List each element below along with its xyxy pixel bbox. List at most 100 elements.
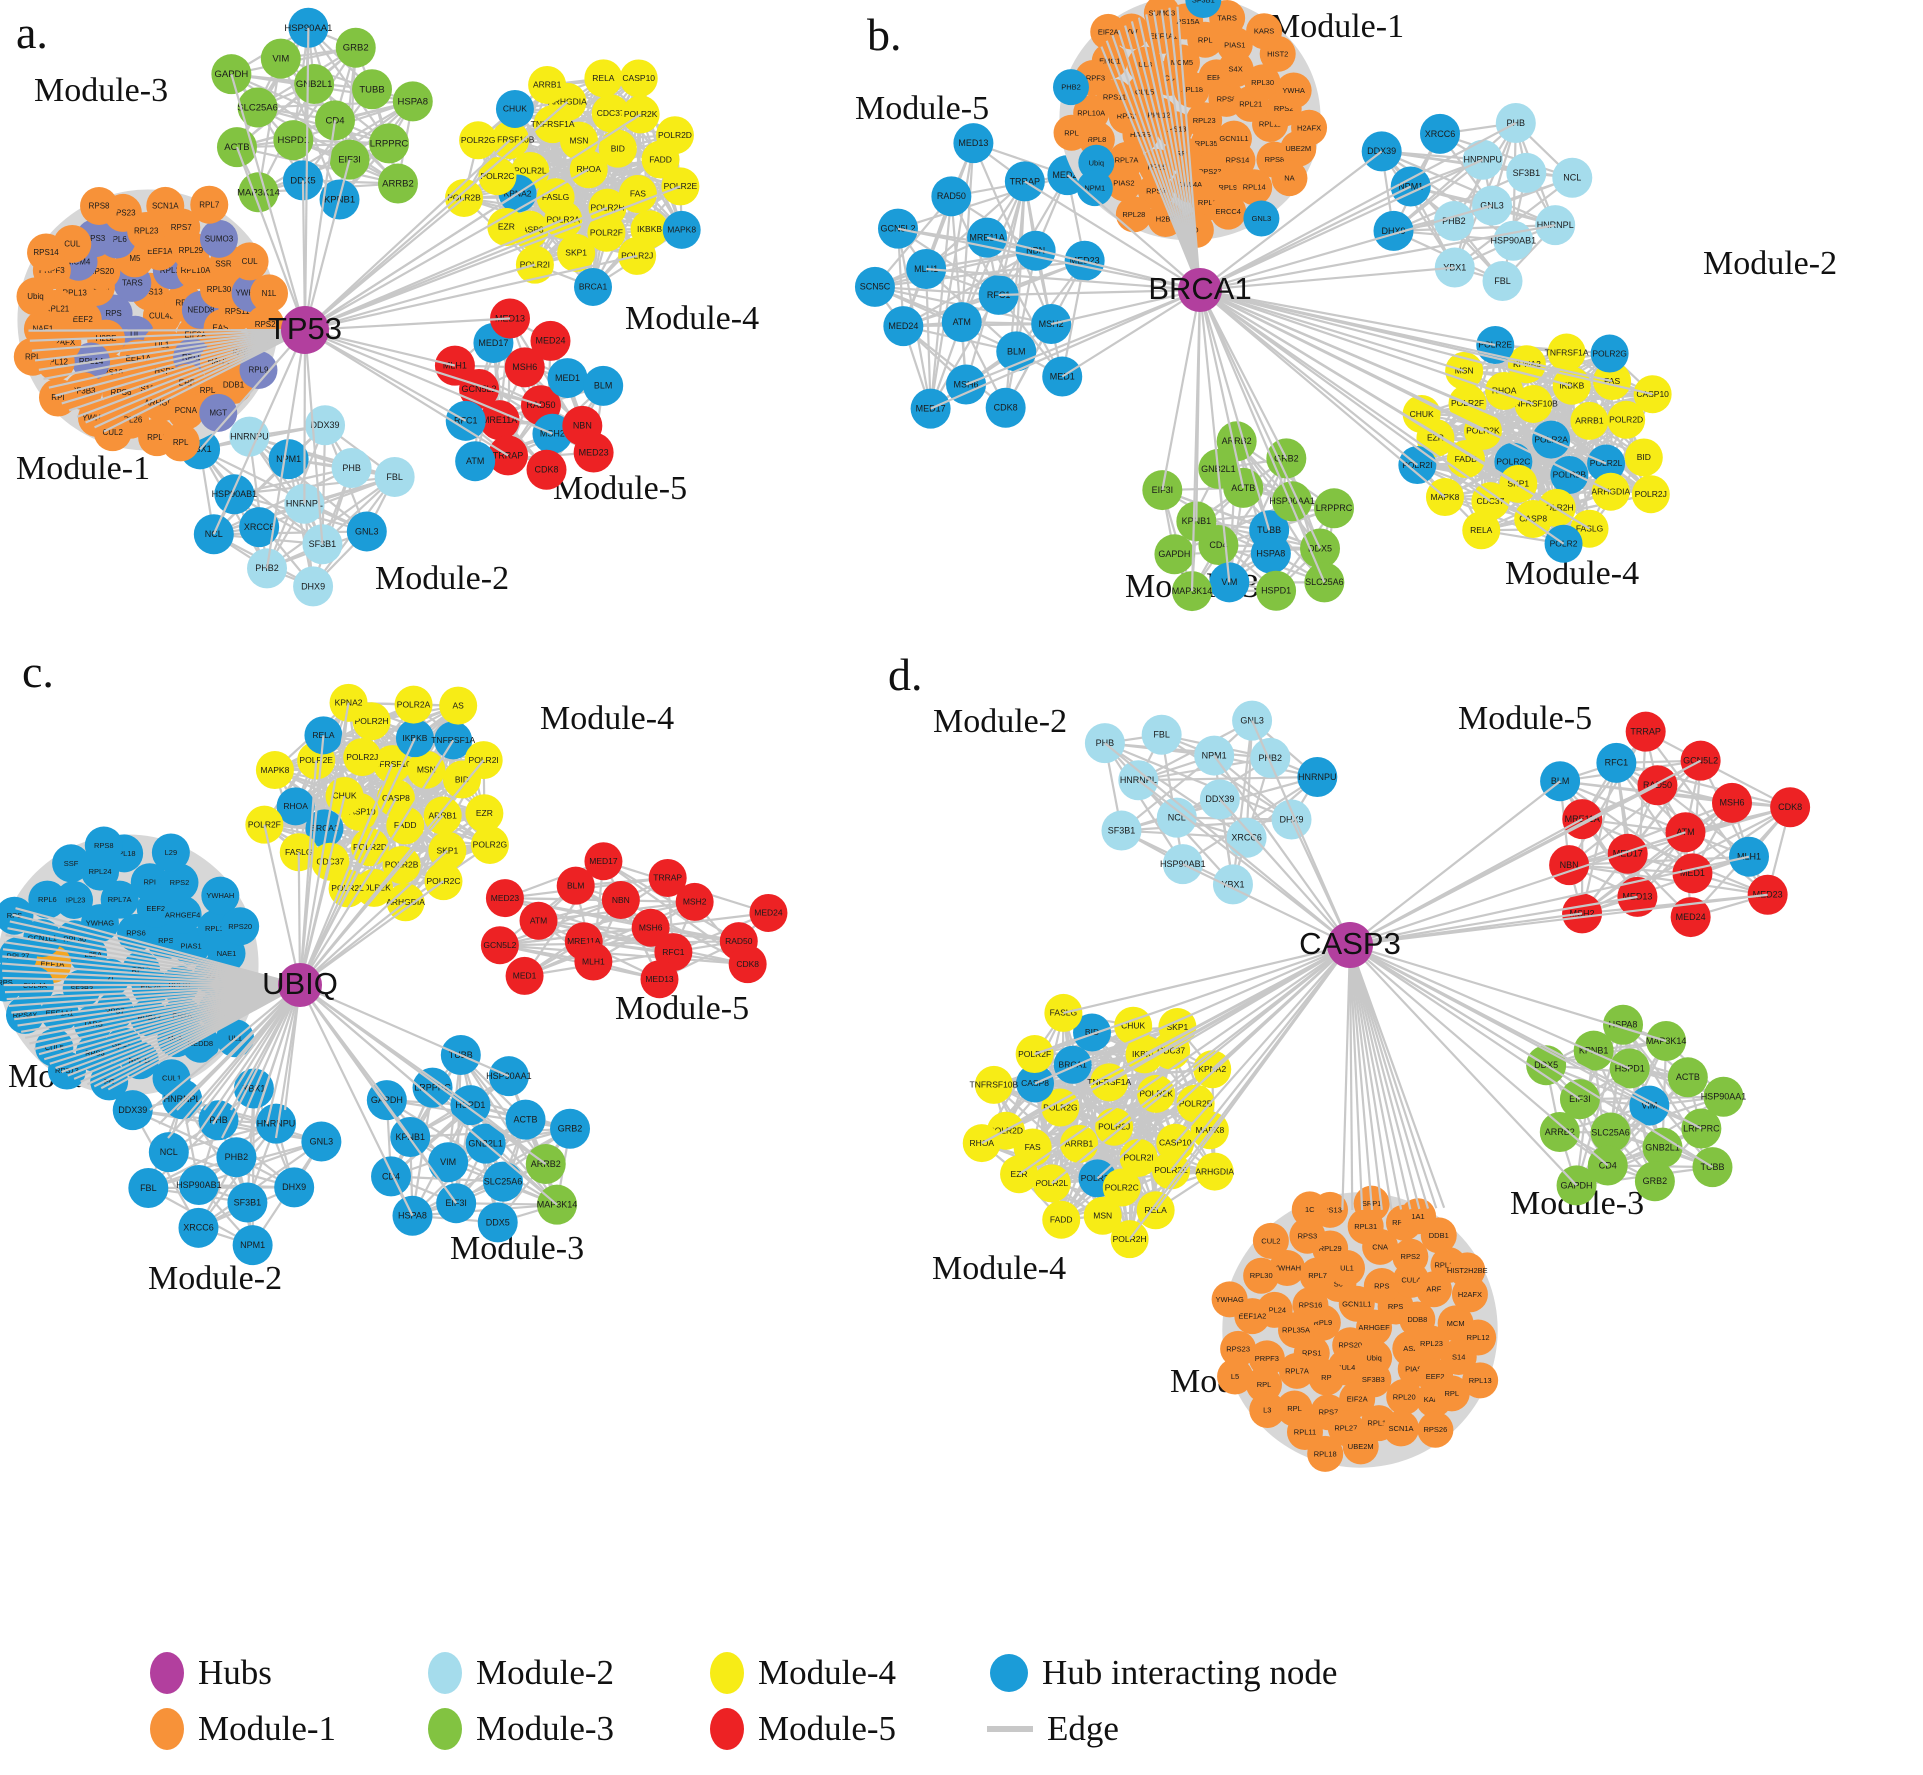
node-circle[interactable]	[526, 449, 567, 490]
node-circle[interactable]	[178, 1165, 219, 1206]
node-circle[interactable]	[1596, 742, 1637, 783]
node-circle[interactable]	[80, 187, 119, 226]
node-circle[interactable]	[112, 1090, 153, 1131]
node-circle[interactable]	[1084, 723, 1125, 764]
node-lrpprc[interactable]: LRPPRC	[1314, 488, 1355, 529]
node-fbl[interactable]: FBL	[1482, 260, 1523, 301]
node-circle[interactable]	[233, 1068, 274, 1109]
node-circle[interactable]	[1102, 1168, 1141, 1207]
node-polr2j[interactable]: POLR2J	[1631, 475, 1670, 514]
node-hspa8[interactable]: HSPA8	[1250, 533, 1291, 574]
node-circle[interactable]	[1211, 1281, 1248, 1318]
node-na[interactable]: NA	[1271, 160, 1308, 197]
node-circle[interactable]	[618, 174, 657, 213]
node-circle[interactable]	[343, 738, 382, 777]
node-circle[interactable]	[1275, 72, 1312, 109]
node-cdk8[interactable]: CDK8	[1770, 787, 1811, 828]
node-circle[interactable]	[1670, 897, 1711, 938]
node-med13[interactable]: MED13	[953, 123, 994, 164]
node-trrap[interactable]: TRRAP	[1625, 711, 1666, 752]
node-atm[interactable]: ATM	[519, 901, 558, 940]
node-med1[interactable]: MED1	[547, 358, 588, 399]
node-circle[interactable]	[1115, 196, 1152, 233]
node-casp10[interactable]: CASP10	[1633, 375, 1672, 414]
node-circle[interactable]	[201, 876, 240, 915]
node-circle[interactable]	[273, 120, 314, 161]
node-circle[interactable]	[1243, 200, 1280, 237]
node-circle[interactable]	[488, 1056, 529, 1097]
node-actb[interactable]: ACTB	[505, 1099, 546, 1140]
node-scn1a[interactable]: SCN1A	[1383, 1410, 1420, 1447]
node-circle[interactable]	[146, 186, 185, 225]
node-gnl3[interactable]: GNL3	[1472, 185, 1513, 226]
node-circle[interactable]	[1250, 533, 1291, 574]
node-ncl[interactable]: NCL	[1552, 157, 1593, 198]
node-circle[interactable]	[237, 87, 278, 128]
node-circle[interactable]	[1291, 1191, 1328, 1228]
node-cul[interactable]: CUL	[230, 242, 269, 281]
node-circle[interactable]	[346, 511, 387, 552]
node-circle[interactable]	[1101, 810, 1142, 851]
node-circle[interactable]	[1073, 1013, 1112, 1052]
node-rpl13[interactable]: RPL13	[1462, 1362, 1499, 1399]
node-l29[interactable]: L29	[151, 833, 190, 872]
node-rps26[interactable]: RPS26	[1417, 1411, 1454, 1448]
node-chuk[interactable]: CHUK	[495, 89, 534, 128]
node-hspa8[interactable]: HSPA8	[392, 81, 433, 122]
node-circle[interactable]	[974, 1065, 1013, 1104]
node-dhx9[interactable]: DHX9	[293, 566, 334, 607]
node-sf3b1[interactable]: SF3B1	[1101, 810, 1142, 851]
node-circle[interactable]	[1552, 157, 1593, 198]
node-sf3b1[interactable]: SF3B1	[227, 1182, 268, 1223]
node-circle[interactable]	[465, 794, 504, 833]
node-circle[interactable]	[1042, 1200, 1081, 1239]
node-circle[interactable]	[854, 266, 895, 307]
node-circle[interactable]	[550, 1108, 591, 1149]
node-circle[interactable]	[374, 456, 415, 497]
node-circle[interactable]	[1634, 1161, 1675, 1202]
node-rfc1[interactable]: RFC1	[1596, 742, 1637, 783]
node-circle[interactable]	[1199, 779, 1240, 820]
node-circle[interactable]	[1747, 874, 1788, 915]
node-circle[interactable]	[530, 320, 571, 361]
node-circle[interactable]	[488, 435, 529, 476]
node-circle[interactable]	[1053, 1045, 1092, 1084]
node-circle[interactable]	[1573, 1030, 1614, 1071]
node-circle[interactable]	[1607, 400, 1646, 439]
node-circle[interactable]	[1250, 737, 1291, 778]
node-circle[interactable]	[482, 1161, 523, 1202]
node-circle[interactable]	[232, 1225, 273, 1266]
node-circle[interactable]	[230, 242, 269, 281]
node-circle[interactable]	[1194, 735, 1235, 776]
node-sumo3[interactable]: SUMO3	[199, 219, 238, 258]
node-circle[interactable]	[1433, 201, 1474, 242]
node-circle[interactable]	[1361, 131, 1402, 172]
node-phb2[interactable]: PHB2	[1250, 737, 1291, 778]
node-1c[interactable]: 1C	[1291, 1191, 1328, 1228]
node-circle[interactable]	[556, 866, 595, 905]
node-circle[interactable]	[1462, 1362, 1499, 1399]
node-circle[interactable]	[1539, 1111, 1580, 1152]
node-circle[interactable]	[424, 862, 463, 901]
node-circle[interactable]	[1042, 356, 1083, 397]
node-fbl[interactable]: FBL	[1141, 714, 1182, 755]
node-circle[interactable]	[394, 685, 433, 724]
node-circle[interactable]	[128, 1167, 169, 1208]
node-circle[interactable]	[662, 210, 701, 249]
node-cdk8[interactable]: CDK8	[526, 449, 567, 490]
node-circle[interactable]	[1363, 1268, 1400, 1305]
node-circle[interactable]	[412, 1067, 453, 1108]
node-circle[interactable]	[148, 1132, 189, 1173]
node-circle[interactable]	[1244, 64, 1281, 101]
node-med24[interactable]: MED24	[530, 320, 571, 361]
node-ezr[interactable]: EZR	[487, 207, 526, 246]
node-circle[interactable]	[1248, 1340, 1285, 1377]
node-circle[interactable]	[255, 751, 294, 790]
node-circle[interactable]	[216, 1137, 257, 1178]
node-ezr[interactable]: EZR	[465, 794, 504, 833]
node-circle[interactable]	[239, 350, 278, 389]
node-circle[interactable]	[1185, 0, 1222, 18]
node-circle[interactable]	[166, 391, 205, 430]
node-med17[interactable]: MED17	[1607, 833, 1648, 874]
node-circle[interactable]	[1417, 1411, 1454, 1448]
